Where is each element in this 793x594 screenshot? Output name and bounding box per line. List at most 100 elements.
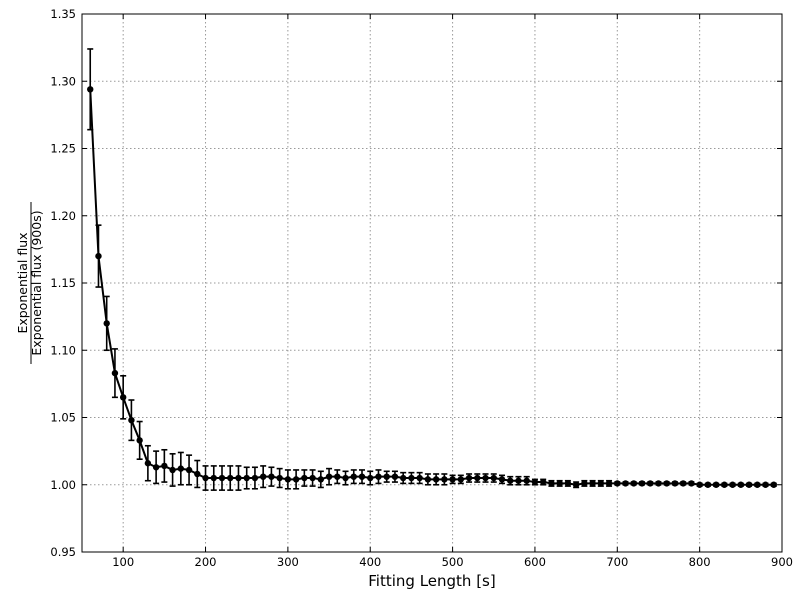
y-tick-label: 0.95 xyxy=(50,545,76,559)
data-point xyxy=(375,473,382,480)
x-tick-label: 600 xyxy=(524,555,546,569)
data-point xyxy=(350,473,357,480)
data-point xyxy=(696,481,703,488)
data-point xyxy=(449,476,456,483)
x-tick-label: 700 xyxy=(606,555,628,569)
data-point xyxy=(334,473,341,480)
data-point xyxy=(103,320,110,327)
data-point xyxy=(424,476,432,483)
data-point xyxy=(531,478,539,486)
data-point xyxy=(408,474,415,482)
data-point xyxy=(276,474,283,482)
data-point xyxy=(235,474,242,482)
data-point xyxy=(268,473,275,480)
data-point xyxy=(737,481,745,488)
data-point xyxy=(243,474,250,482)
grid xyxy=(82,14,782,552)
data-point xyxy=(202,474,209,482)
data-point xyxy=(712,481,720,488)
data-point xyxy=(111,369,119,377)
y-tick-label: 1.25 xyxy=(50,142,76,156)
data-point xyxy=(152,464,160,471)
y-tick-label: 1.15 xyxy=(50,276,76,290)
data-point xyxy=(581,480,588,487)
data-point xyxy=(309,474,316,482)
data-point xyxy=(358,473,366,480)
y-tick-label: 1.20 xyxy=(50,209,76,223)
data-point xyxy=(457,476,465,483)
data-point xyxy=(416,474,423,482)
data-point xyxy=(87,86,94,93)
y-tick-label: 1.00 xyxy=(50,478,76,492)
data-point xyxy=(729,481,736,488)
x-tick-label: 500 xyxy=(442,555,464,569)
data-point xyxy=(292,476,300,483)
data-point xyxy=(210,474,217,482)
data-point xyxy=(589,480,596,487)
data-point xyxy=(325,473,333,480)
data-point xyxy=(317,476,325,483)
data-point xyxy=(177,465,185,472)
data-point xyxy=(95,252,102,260)
x-tick-label: 200 xyxy=(195,555,217,569)
data-point xyxy=(556,480,563,487)
x-tick-label: 800 xyxy=(689,555,711,569)
data-point xyxy=(704,481,712,488)
data-point xyxy=(161,462,168,470)
data-point xyxy=(614,480,621,487)
data-point xyxy=(136,437,143,444)
y-axis-label-denominator: Exponential flux (900s) xyxy=(29,210,44,355)
data-point xyxy=(655,480,662,487)
data-point xyxy=(721,481,728,488)
data-point xyxy=(597,480,605,487)
data-point xyxy=(465,474,473,482)
data-series xyxy=(87,48,777,491)
data-point xyxy=(671,480,679,487)
data-point xyxy=(144,460,152,467)
x-tick-label: 300 xyxy=(277,555,299,569)
data-point xyxy=(119,394,127,401)
data-point xyxy=(441,476,448,483)
data-point xyxy=(251,474,259,482)
data-point xyxy=(564,480,572,487)
y-tick-label: 1.05 xyxy=(50,411,76,425)
data-point xyxy=(572,481,580,488)
data-point xyxy=(482,474,489,482)
data-point xyxy=(399,474,407,482)
data-point xyxy=(762,481,769,488)
data-point xyxy=(663,480,670,487)
data-point xyxy=(507,477,514,484)
data-point xyxy=(367,474,374,482)
axis-ticks: 100 200 300 400 500 600 700 800 900 0.95 1.00 1.05 1… xyxy=(50,7,793,569)
data-point xyxy=(630,480,637,487)
data-point xyxy=(622,480,629,487)
data-point xyxy=(539,478,547,486)
data-point xyxy=(128,416,135,424)
data-point xyxy=(605,480,613,487)
data-point xyxy=(474,474,481,482)
data-point xyxy=(745,481,753,488)
data-point xyxy=(391,473,399,480)
data-point xyxy=(218,474,226,482)
data-point xyxy=(498,476,506,483)
data-point xyxy=(227,474,234,482)
x-axis-label: Fitting Length [s] xyxy=(368,572,495,590)
data-point xyxy=(432,476,440,483)
x-tick-label: 400 xyxy=(359,555,381,569)
y-axis-label: Exponential flux Exponential flux (900s) xyxy=(15,202,44,364)
data-point xyxy=(515,477,522,484)
data-point xyxy=(194,470,201,478)
data-point xyxy=(185,466,193,474)
x-tick-label: 900 xyxy=(771,555,793,569)
data-point xyxy=(770,481,777,488)
data-point xyxy=(638,480,646,487)
y-axis-label-numerator: Exponential flux xyxy=(15,232,30,333)
data-point xyxy=(754,481,761,488)
y-tick-label: 1.35 xyxy=(50,7,76,21)
data-point xyxy=(490,474,497,482)
data-point xyxy=(169,466,176,474)
data-point xyxy=(647,480,654,487)
data-point xyxy=(523,477,530,484)
